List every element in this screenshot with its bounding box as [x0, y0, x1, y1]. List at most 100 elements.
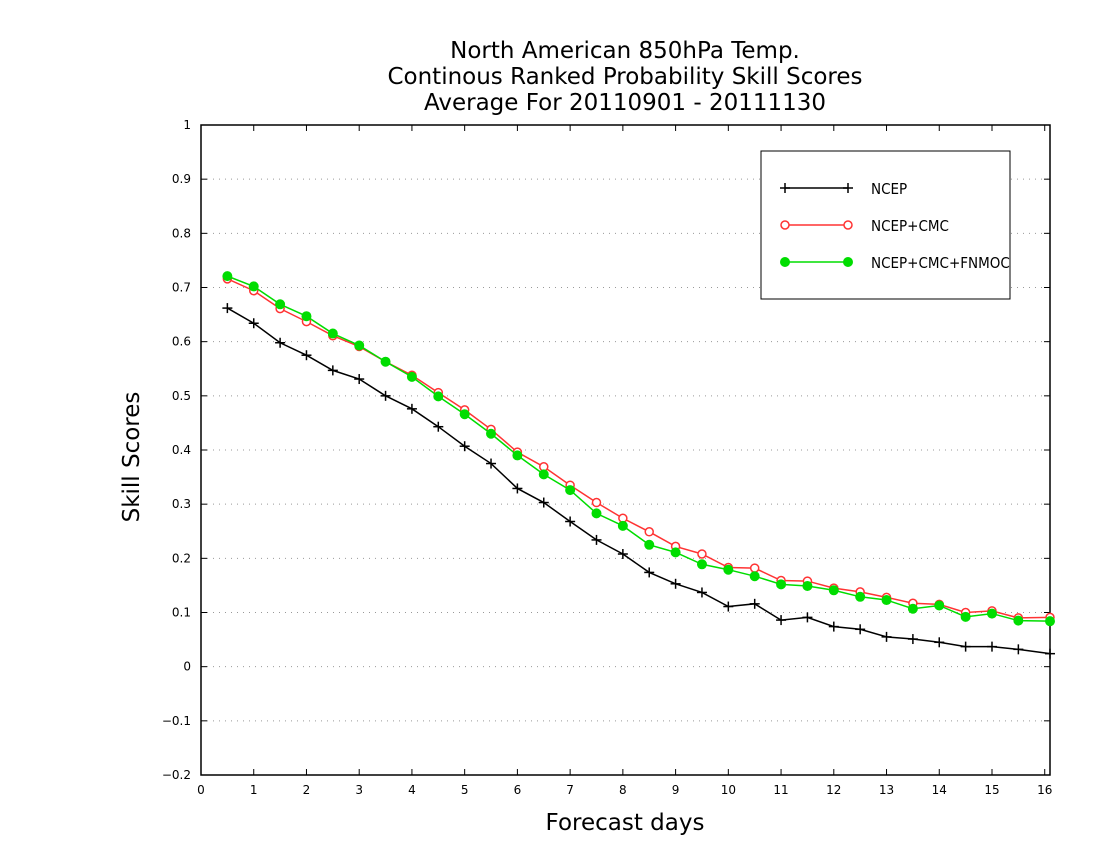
data-point-ncep: [881, 631, 892, 642]
data-point-ncep: [749, 598, 760, 609]
data-point-ncep-cmc-fnmoc: [881, 595, 892, 606]
x-tick-label: 3: [355, 783, 363, 797]
x-tick-label: 10: [721, 783, 736, 797]
data-point-ncep: [591, 534, 602, 545]
data-point-ncep-cmc-fnmoc: [644, 539, 655, 550]
data-point-ncep-cmc-fnmoc: [749, 571, 760, 582]
data-point-ncep-cmc-fnmoc: [1045, 616, 1055, 627]
data-point-ncep: [934, 637, 945, 648]
data-point-ncep-cmc-fnmoc: [1013, 615, 1024, 626]
data-point-ncep-cmc-fnmoc: [354, 340, 365, 351]
data-point-ncep: [1045, 648, 1055, 659]
x-tick-label: 15: [984, 783, 999, 797]
chart-title-line-3: Average For 20110901 - 20111130: [423, 90, 827, 116]
x-tick-label: 5: [461, 783, 469, 797]
data-point-ncep: [327, 365, 338, 376]
legend-marker-ncep-cmc-fnmoc: [843, 257, 853, 267]
data-point-ncep-cmc-fnmoc: [855, 591, 866, 602]
data-point-ncep-cmc: [697, 549, 707, 559]
data-point-ncep: [354, 374, 365, 385]
y-tick-label: 1: [183, 118, 191, 132]
chart-title-line-1: North American 850hPa Temp.: [450, 38, 800, 64]
legend: NCEP NCEP+CMC NCEP+CMC+FNMOC: [760, 150, 1011, 300]
data-point-ncep-cmc-fnmoc: [802, 580, 813, 591]
data-point-ncep-cmc-fnmoc: [591, 508, 602, 519]
data-point-ncep-cmc-fnmoc: [512, 450, 523, 461]
chart-title-line-2: Continous Ranked Probability Skill Score…: [387, 64, 863, 90]
y-tick-label: 0.6: [172, 335, 191, 349]
y-tick-label: 0.7: [172, 281, 191, 295]
data-point-ncep: [512, 483, 523, 494]
series-ncep-cmc: [222, 274, 1055, 623]
series-ncep: [222, 303, 1055, 659]
data-point-ncep: [380, 390, 391, 401]
x-tick-label: 13: [879, 783, 894, 797]
data-point-ncep-cmc-fnmoc: [406, 371, 417, 382]
data-point-ncep: [670, 578, 681, 589]
y-tick-label: −0.2: [162, 768, 191, 782]
x-tick-label: 1: [250, 783, 258, 797]
data-point-ncep-cmc-fnmoc: [459, 409, 470, 420]
x-tick-label: 16: [1037, 783, 1052, 797]
data-point-ncep-cmc-fnmoc: [301, 311, 312, 322]
data-point-ncep-cmc-fnmoc: [617, 520, 628, 531]
legend-marker-ncep: [843, 183, 853, 193]
data-point-ncep: [802, 612, 813, 623]
x-tick-label: 14: [932, 783, 947, 797]
y-tick-label: 0.9: [172, 172, 191, 186]
data-point-ncep: [565, 516, 576, 527]
data-point-ncep-cmc-fnmoc: [538, 469, 549, 480]
data-point-ncep-cmc-fnmoc: [248, 281, 259, 292]
series-line-ncep-cmc-fnmoc: [227, 275, 1051, 622]
data-point-ncep-cmc: [644, 527, 654, 537]
data-point-ncep: [907, 634, 918, 645]
legend-label-ncep-cmc-fnmoc: NCEP+CMC+FNMOC: [871, 254, 1010, 272]
y-tick-label: 0.2: [172, 551, 191, 565]
legend-marker-ncep-cmc: [780, 220, 790, 230]
legend-marker-ncep-cmc-fnmoc: [780, 257, 790, 267]
data-point-ncep-cmc-fnmoc: [828, 585, 839, 596]
legend-marker-ncep: [780, 183, 790, 193]
data-point-ncep-cmc-fnmoc: [327, 328, 338, 339]
legend-label-ncep: NCEP: [871, 180, 907, 198]
data-point-ncep-cmc-fnmoc: [960, 611, 971, 622]
y-tick-label: 0.4: [172, 443, 191, 457]
data-point-ncep-cmc-fnmoc: [986, 608, 997, 619]
x-tick-label: 8: [619, 783, 627, 797]
y-axis-label: Skill Scores: [119, 391, 145, 523]
data-point-ncep-cmc-fnmoc: [433, 391, 444, 402]
data-point-ncep: [275, 337, 286, 348]
y-tick-label: 0: [183, 660, 191, 674]
data-point-ncep: [828, 621, 839, 632]
x-tick-label: 6: [514, 783, 522, 797]
data-point-ncep: [486, 458, 497, 469]
data-point-ncep: [960, 641, 971, 652]
data-point-ncep: [406, 403, 417, 414]
data-point-ncep: [855, 624, 866, 635]
legend-label-ncep-cmc: NCEP+CMC: [871, 217, 949, 235]
data-point-ncep: [222, 303, 233, 314]
data-point-ncep-cmc: [591, 497, 602, 508]
series-line-ncep: [226, 307, 1051, 655]
data-point-ncep-cmc-fnmoc: [380, 356, 391, 367]
x-tick-label: 0: [197, 783, 205, 797]
data-point-ncep: [1013, 644, 1024, 655]
data-point-ncep: [538, 497, 549, 508]
y-tick-label: 0.3: [172, 497, 191, 511]
data-point-ncep: [723, 601, 734, 612]
series-ncep-cmc-fnmoc: [222, 271, 1055, 627]
series-line-ncep-cmc: [227, 278, 1051, 619]
y-tick-label: 0.5: [172, 389, 191, 403]
data-point-ncep: [644, 567, 655, 578]
x-tick-label: 2: [303, 783, 311, 797]
data-point-ncep: [433, 421, 444, 432]
data-point-ncep-cmc-fnmoc: [275, 299, 286, 310]
x-tick-label: 12: [826, 783, 841, 797]
x-tick-label: 4: [408, 783, 416, 797]
data-point-ncep: [776, 615, 787, 626]
data-point-ncep: [696, 587, 707, 598]
data-point-ncep-cmc-fnmoc: [934, 600, 945, 611]
x-tick-label: 11: [773, 783, 788, 797]
data-point-ncep: [617, 549, 628, 559]
